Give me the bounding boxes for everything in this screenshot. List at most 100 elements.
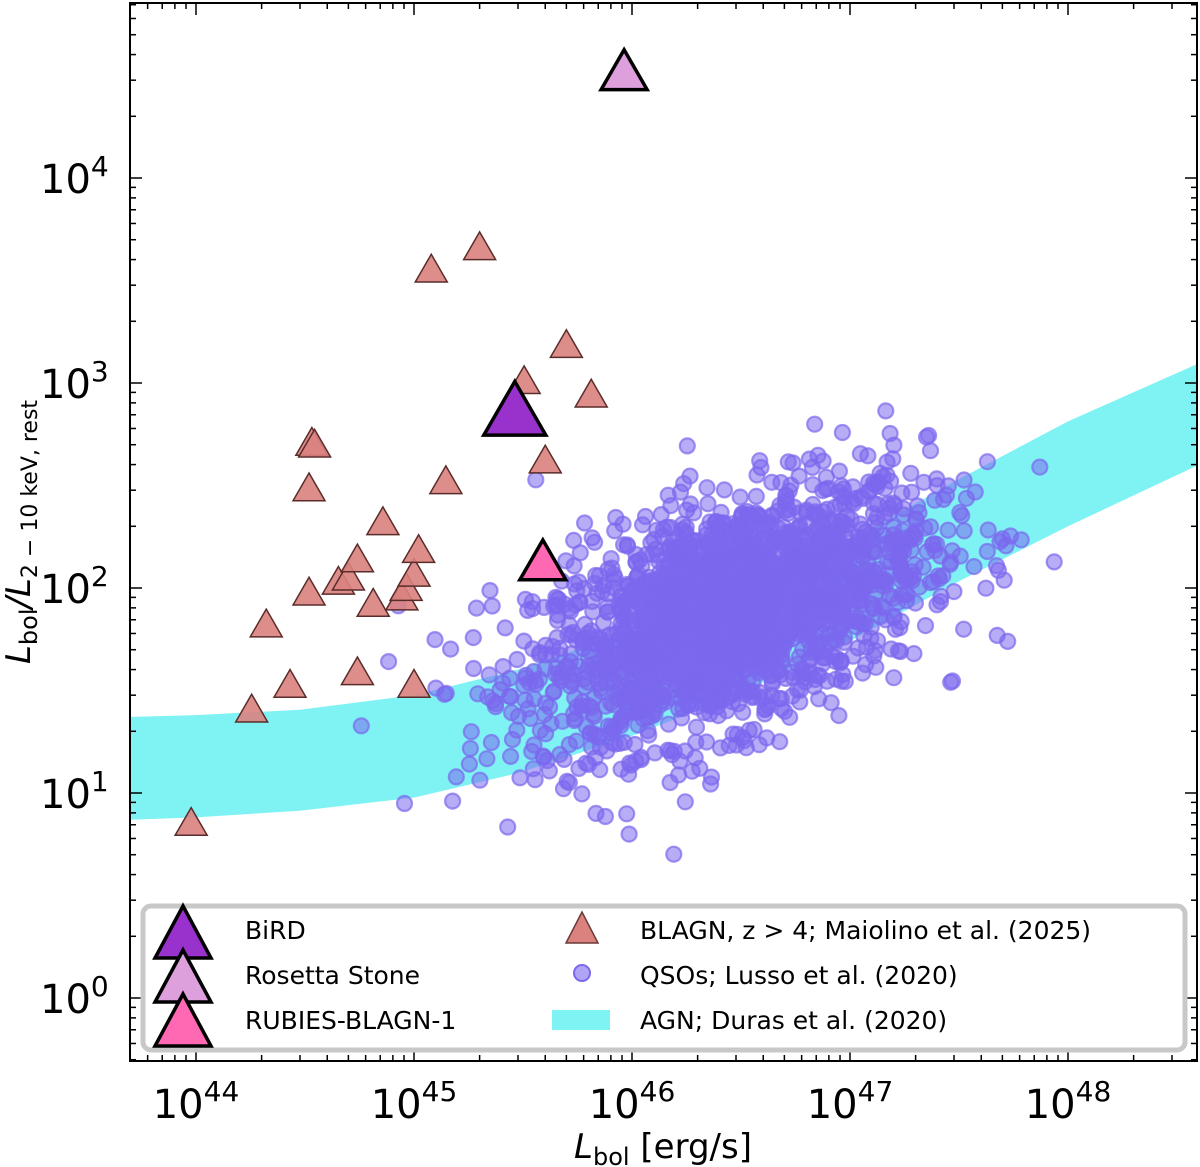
blagn-point (428, 464, 464, 495)
y-tick-labels: 100 101 102 103 104 (40, 150, 109, 1023)
qso-point (979, 521, 997, 539)
qso-point (648, 646, 666, 664)
qso-point (573, 785, 591, 803)
qso-point (640, 726, 658, 744)
qso-point (461, 739, 479, 758)
qso-point (662, 497, 680, 515)
qso-point (523, 599, 542, 618)
qso-point (583, 592, 601, 611)
qso-point (462, 723, 480, 741)
qso-point (877, 402, 895, 420)
qso-point (427, 679, 445, 697)
qso-point (731, 488, 749, 506)
blagn-point (396, 668, 432, 698)
qso-point (715, 481, 734, 499)
plot-area (130, 46, 1197, 863)
qso-point (747, 487, 765, 505)
qso-point (678, 663, 696, 681)
qso-point (380, 652, 398, 671)
qso-point (851, 445, 870, 463)
qso-point (677, 643, 696, 662)
qso-point (955, 522, 973, 540)
qso-point (714, 544, 732, 562)
qso-point (727, 605, 745, 623)
qso-point (836, 568, 855, 587)
qso-point (672, 689, 690, 708)
qso-point (1045, 553, 1063, 571)
qso-point (707, 513, 725, 531)
qso-point (701, 775, 720, 793)
qso-point (916, 616, 935, 635)
qso-point (856, 614, 874, 633)
qso-point (502, 747, 520, 766)
x-tick-label: 1044 (153, 1075, 240, 1128)
qso-point (480, 666, 498, 684)
qso-point (677, 524, 695, 543)
qso-point (710, 690, 728, 708)
qso-point (799, 590, 817, 609)
qso-point (966, 483, 984, 501)
qso-point (698, 479, 716, 497)
qso-point (544, 683, 562, 702)
qso-point (835, 633, 853, 652)
qso-point (723, 559, 742, 577)
qso-point (884, 450, 902, 468)
qso-point (565, 711, 583, 730)
qso-point (806, 415, 824, 433)
qso-point (902, 464, 920, 482)
legend-marker-agn (552, 1010, 610, 1030)
qso-point (607, 508, 625, 527)
qso-point (826, 498, 844, 516)
blagn-point (340, 655, 375, 686)
qso-point (560, 600, 578, 618)
qso-point (659, 620, 677, 639)
qso-point (621, 703, 639, 721)
qso-point (878, 534, 896, 553)
qso-point (678, 437, 696, 455)
special-source-rosetta-stone (598, 46, 651, 92)
blagn-points (173, 230, 609, 837)
qso-point (628, 568, 646, 586)
y-tick-label: 103 (40, 355, 109, 408)
y-tick-label: 100 (40, 970, 109, 1023)
legend-label-qso: QSOs; Lusso et al. (2020) (640, 961, 958, 990)
qso-point (583, 529, 601, 547)
qso-point (977, 579, 995, 597)
qso-point (577, 754, 595, 772)
qso-point (1031, 458, 1049, 476)
qso-point (790, 467, 808, 485)
qso-point (842, 510, 860, 528)
qso-point (610, 734, 629, 753)
qso-point (889, 546, 907, 565)
qso-point (481, 581, 499, 600)
legend-marker-rubies (152, 990, 214, 1048)
qso-point (761, 601, 780, 619)
qso-point (784, 668, 802, 687)
qso-point (631, 551, 649, 569)
qso-point (889, 642, 908, 660)
legend: BiRD Rosetta Stone RUBIES-BLAGN-1 BLAGN,… (140, 902, 1188, 1053)
qso-point (622, 756, 640, 774)
qso-point (604, 579, 622, 597)
qso-point (694, 606, 712, 624)
qso-point (734, 589, 752, 607)
legend-label-rubies: RUBIES-BLAGN-1 (245, 1006, 456, 1035)
x-tick-label: 1047 (807, 1075, 894, 1128)
qso-point (894, 522, 912, 540)
qso-point (939, 521, 957, 539)
qso-point (469, 685, 487, 703)
qso-points (352, 402, 1063, 863)
qso-point (858, 554, 876, 572)
qso-point (915, 473, 933, 491)
blagn-point (291, 575, 327, 606)
qso-point (772, 474, 790, 492)
qso-point (540, 698, 559, 716)
blagn-point (573, 377, 609, 408)
qso-point (596, 807, 615, 826)
qso-point (686, 749, 704, 767)
qso-point (814, 482, 832, 500)
qso-point (734, 653, 753, 671)
qso-point (784, 552, 802, 570)
qso-point (683, 549, 701, 567)
